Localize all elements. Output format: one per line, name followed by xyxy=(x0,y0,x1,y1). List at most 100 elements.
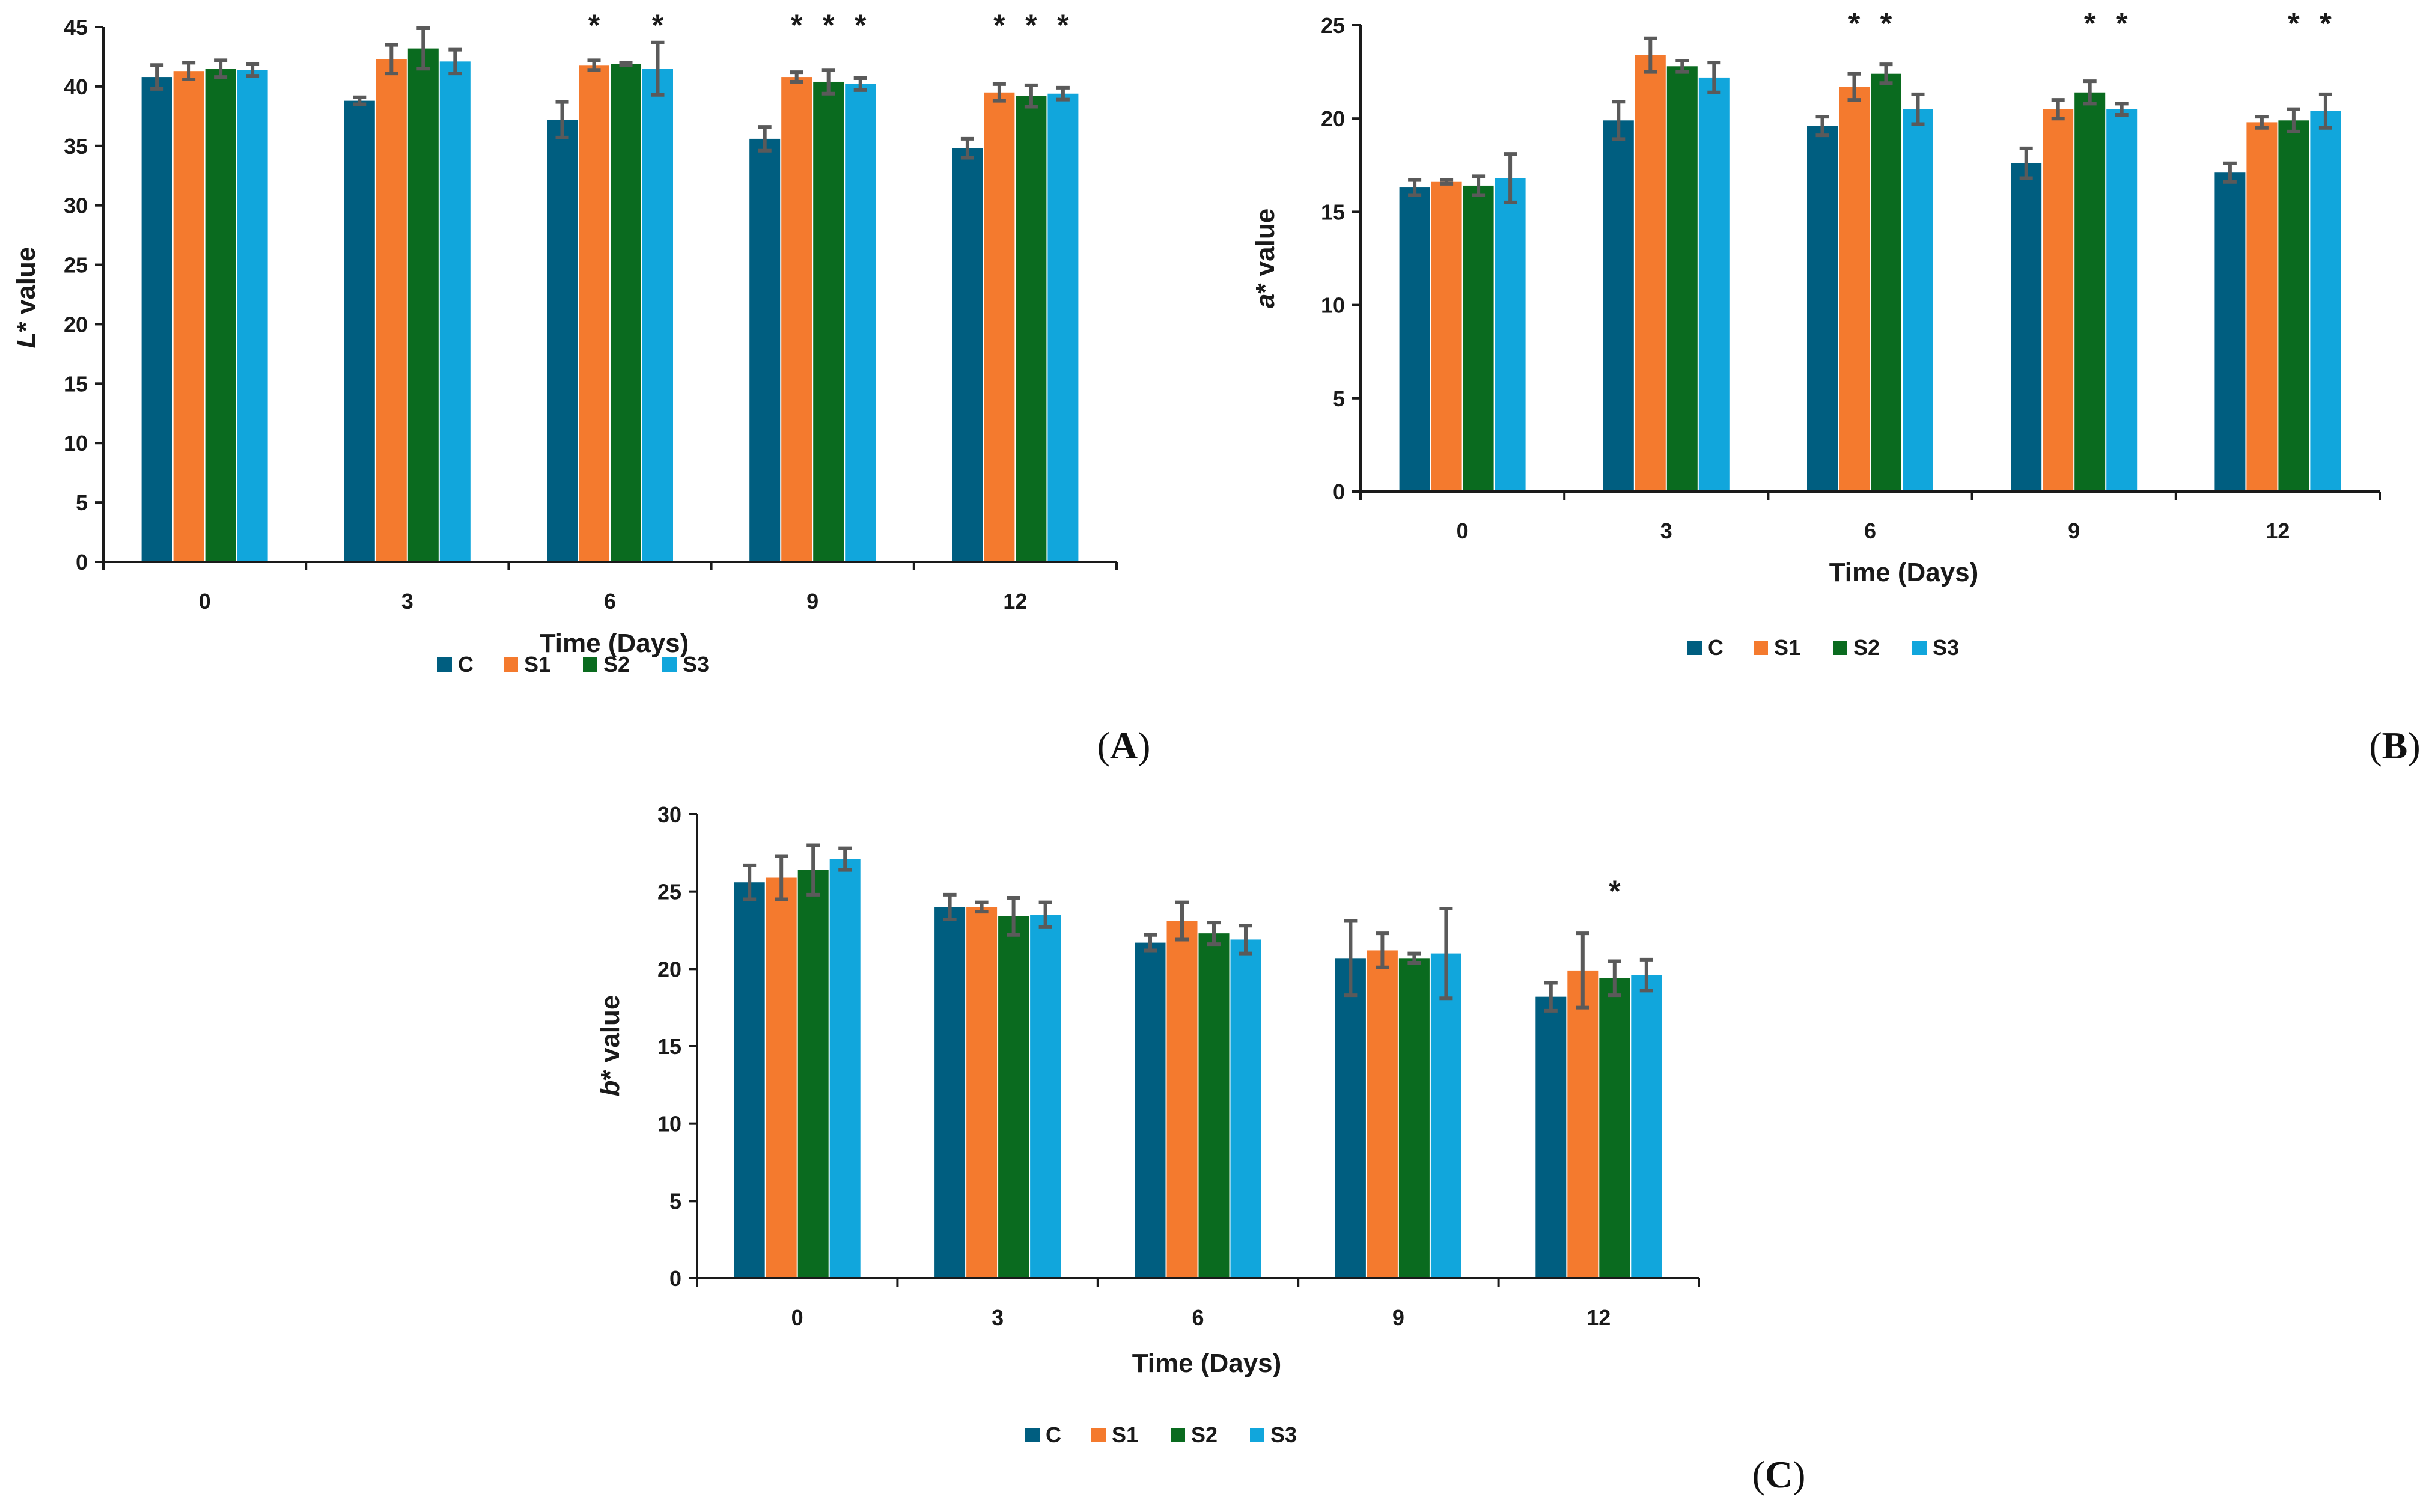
x-tick-label-b-12: 12 xyxy=(2266,519,2290,543)
error-bar-c-s1-day6 xyxy=(1175,900,1189,942)
legend-label-c-c: C xyxy=(1046,1422,1061,1447)
error-bar-c-s1-day3 xyxy=(975,900,989,914)
bar-c-c-day0 xyxy=(734,882,765,1278)
error-bar-b-s3-day3 xyxy=(1707,61,1721,94)
bar-c-c-day9 xyxy=(1335,958,1366,1278)
y-tick-label-b-25: 25 xyxy=(1321,13,1345,38)
significance-star-a-4: * xyxy=(855,8,867,42)
bar-a-c-day0 xyxy=(141,77,172,562)
bar-b-s1-day6 xyxy=(1839,87,1870,492)
error-bar-a-c-day9 xyxy=(758,125,772,153)
bar-c-s1-day0 xyxy=(766,877,797,1278)
bar-a-s2-day9 xyxy=(813,81,844,562)
bar-b-s2-day9 xyxy=(2074,92,2106,492)
error-bar-a-s2-day0 xyxy=(214,58,228,79)
error-bar-c-s2-day6 xyxy=(1207,921,1221,947)
significance-star-a-1: * xyxy=(652,8,664,42)
panel-label-b: (B) xyxy=(2369,724,2420,767)
error-bar-b-s2-day3 xyxy=(1675,58,1689,74)
legend-label-a-s3: S3 xyxy=(683,652,709,677)
significance-star-b-6: * xyxy=(2320,7,2332,40)
legend-swatch-c-s2 xyxy=(1171,1428,1185,1442)
bar-c-c-day6 xyxy=(1135,942,1166,1278)
bar-c-s1-day6 xyxy=(1166,921,1198,1278)
significance-star-c-0: * xyxy=(1609,874,1621,908)
error-bar-a-s3-day12 xyxy=(1056,85,1070,102)
error-bar-c-s1-day0 xyxy=(775,854,788,901)
y-tick-label-a-35: 35 xyxy=(64,134,88,159)
legend-swatch-b-s3 xyxy=(1912,641,1927,655)
legend-c: C S1 S2 S3 xyxy=(1025,1422,1297,1447)
error-bar-b-s1-day12 xyxy=(2255,115,2269,130)
bar-c-s1-day3 xyxy=(966,907,998,1278)
legend-swatch-a-s1 xyxy=(504,657,518,672)
error-bar-b-s3-day0 xyxy=(1504,152,1517,204)
error-bar-b-c-day6 xyxy=(1815,115,1829,138)
bar-a-s3-day6 xyxy=(642,69,673,562)
chart-panel-a: 0 5 10 15 20 25 30 35 40 45 0 3 6 9 12 * * * * * * * * Time (D… xyxy=(11,8,1150,767)
error-bar-a-s1-day12 xyxy=(992,82,1006,103)
error-bar-a-s1-day0 xyxy=(182,61,196,82)
error-bar-b-s3-day9 xyxy=(2115,102,2129,117)
bar-c-s1-day12 xyxy=(1567,970,1599,1278)
y-tick-label-c-20: 20 xyxy=(657,957,681,981)
panel-label-a: (A) xyxy=(1097,724,1151,767)
legend-label-b-s2: S2 xyxy=(1853,635,1880,660)
legend-label-a-c: C xyxy=(458,652,474,677)
y-tick-label-a-20: 20 xyxy=(64,312,88,337)
y-tick-label-a-40: 40 xyxy=(64,75,88,99)
significance-star-b-5: * xyxy=(2320,7,2332,40)
legend-b: C S1 S2 S3 xyxy=(1687,635,1959,660)
error-bar-b-s3-day6 xyxy=(1911,92,1925,126)
y-tick-label-b-10: 10 xyxy=(1321,293,1345,318)
legend-swatch-a-s2 xyxy=(583,657,597,672)
x-tick-label-b-3: 3 xyxy=(1660,519,1672,543)
error-bar-a-s1-day9 xyxy=(790,70,803,84)
bar-b-s3-day6 xyxy=(1903,109,1933,492)
error-bar-a-s3-day9 xyxy=(853,76,867,92)
error-bar-c-s3-day12 xyxy=(1639,957,1653,993)
bar-b-s3-day12 xyxy=(2310,111,2341,492)
y-tick-label-a-10: 10 xyxy=(64,431,88,456)
x-tick-label-c-12: 12 xyxy=(1586,1305,1611,1330)
bar-c-s1-day9 xyxy=(1367,950,1398,1278)
y-tick-label-c-0: 0 xyxy=(669,1266,681,1291)
chart-panel-c: 0 5 10 15 20 25 30 0 3 6 9 12 * Time (Days) b* value… xyxy=(596,802,1805,1496)
y-tick-label-b-20: 20 xyxy=(1321,106,1345,131)
error-bar-c-s2-day3 xyxy=(1007,895,1020,937)
error-bar-c-c-day12 xyxy=(1544,981,1558,1013)
panel-label-c: (C) xyxy=(1752,1453,1806,1496)
x-tick-label-a-12: 12 xyxy=(1003,589,1027,614)
error-bar-a-s2-day3 xyxy=(416,26,430,71)
error-bar-b-s1-day3 xyxy=(1644,36,1657,74)
error-bar-a-s3-day6 xyxy=(651,40,665,97)
error-bar-b-c-day0 xyxy=(1408,178,1422,197)
legend-swatch-a-c xyxy=(437,657,452,672)
error-bar-a-s1-day3 xyxy=(385,43,398,76)
bar-a-s2-day0 xyxy=(205,69,236,562)
bar-b-s1-day3 xyxy=(1635,55,1666,492)
significance-star-b-2: * xyxy=(2084,7,2096,40)
bar-a-s2-day12 xyxy=(1016,96,1047,562)
error-bar-a-c-day12 xyxy=(960,136,974,160)
error-bar-c-s1-day12 xyxy=(1576,931,1589,1010)
bar-a-s1-day12 xyxy=(984,92,1015,562)
bar-a-s3-day12 xyxy=(1047,93,1079,562)
error-bar-c-s2-day0 xyxy=(806,843,820,897)
bar-a-s1-day9 xyxy=(781,77,812,562)
bar-a-c-day12 xyxy=(952,148,983,562)
error-bar-c-c-day9 xyxy=(1344,919,1358,998)
y-tick-label-a-0: 0 xyxy=(76,550,88,575)
legend-swatch-c-c xyxy=(1025,1428,1040,1442)
error-bar-a-s3-day3 xyxy=(448,47,462,76)
legend-label-b-s3: S3 xyxy=(1933,635,1959,660)
y-tick-label-c-15: 15 xyxy=(657,1034,681,1059)
bar-a-c-day3 xyxy=(344,100,375,562)
x-tick-label-c-3: 3 xyxy=(992,1305,1004,1330)
significance-star-a-3: * xyxy=(823,8,835,42)
bar-c-s2-day6 xyxy=(1198,933,1230,1278)
bar-b-s2-day12 xyxy=(2278,120,2309,492)
error-bar-c-c-day6 xyxy=(1144,933,1157,953)
